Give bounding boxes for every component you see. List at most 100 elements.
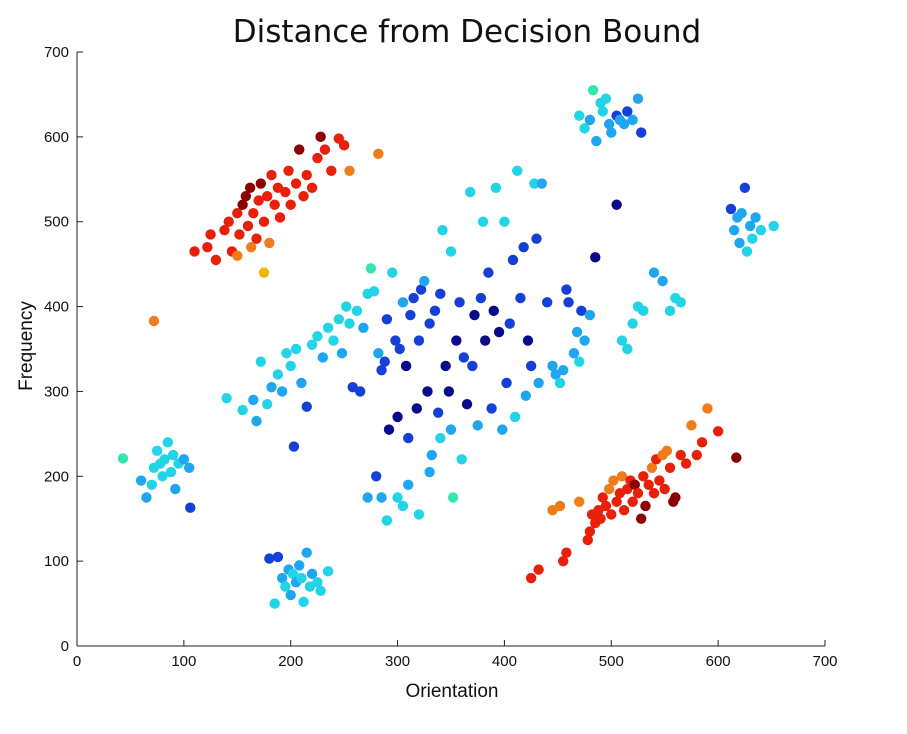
data-point	[648, 488, 660, 499]
y-axis-label: Frequency	[16, 301, 37, 391]
data-point	[501, 377, 512, 389]
data-point	[745, 220, 756, 232]
data-point	[244, 182, 256, 193]
y-tick-label: 600	[44, 129, 69, 146]
x-tick-label: 0	[73, 653, 81, 670]
data-point	[547, 360, 558, 372]
data-point	[281, 348, 292, 359]
data-point	[285, 589, 296, 601]
data-point	[165, 466, 177, 478]
data-point	[541, 297, 553, 308]
data-point	[600, 500, 612, 512]
data-point	[287, 568, 299, 580]
data-point	[469, 309, 480, 321]
y-tick-label: 200	[44, 468, 69, 485]
data-point	[290, 343, 302, 355]
data-point	[702, 403, 713, 414]
data-point	[520, 390, 531, 401]
data-point	[141, 492, 152, 503]
data-point	[483, 267, 494, 278]
data-point	[285, 360, 296, 372]
data-point	[616, 335, 628, 346]
data-point	[379, 356, 390, 367]
data-point	[648, 267, 660, 278]
data-point	[274, 212, 286, 223]
data-point	[440, 360, 451, 372]
data-point	[262, 398, 273, 410]
data-point	[477, 216, 489, 227]
data-point	[167, 449, 179, 461]
data-point	[627, 496, 638, 507]
data-point	[159, 454, 170, 465]
data-point	[397, 500, 409, 512]
data-point	[664, 305, 676, 317]
data-point	[403, 479, 414, 490]
data-point	[272, 369, 284, 380]
data-point	[600, 93, 612, 104]
data-point	[210, 254, 222, 266]
axes: 0 100 200 300 400 500 600 700 0 100 200 300 400 500 60…	[44, 44, 838, 670]
data-point	[151, 445, 163, 457]
data-point	[306, 568, 318, 580]
data-point	[280, 186, 291, 198]
data-point	[189, 246, 200, 257]
data-point	[734, 237, 745, 249]
data-point	[424, 318, 435, 329]
data-point	[632, 488, 644, 499]
data-point	[312, 577, 323, 588]
data-point	[472, 420, 483, 431]
x-tick-label: 300	[385, 653, 410, 670]
data-point	[148, 315, 160, 327]
data-point	[755, 225, 767, 236]
data-point	[290, 178, 302, 189]
data-point	[661, 445, 673, 457]
data-point	[445, 424, 457, 435]
data-point	[736, 208, 747, 219]
data-point	[283, 165, 294, 176]
data-point	[640, 500, 651, 512]
data-point	[255, 356, 266, 367]
data-point	[518, 241, 529, 253]
data-point	[429, 305, 441, 317]
data-point	[582, 534, 593, 546]
data-point	[326, 165, 337, 176]
data-point	[603, 483, 615, 495]
data-point	[368, 286, 380, 297]
data-point	[251, 233, 262, 244]
data-point	[258, 216, 270, 227]
data-point	[322, 322, 334, 333]
data-point	[426, 449, 437, 461]
data-point	[597, 492, 608, 503]
data-point	[280, 581, 291, 592]
data-point	[317, 352, 328, 363]
data-point	[312, 331, 323, 342]
data-point	[507, 254, 519, 266]
data-point	[606, 127, 617, 138]
y-tick-label: 300	[44, 383, 69, 400]
data-point	[504, 318, 515, 329]
data-point	[202, 241, 213, 253]
data-point	[561, 284, 572, 295]
data-point	[467, 360, 478, 372]
data-point	[362, 492, 373, 503]
data-point	[237, 199, 248, 210]
x-tick-label: 400	[492, 653, 517, 670]
data-point	[162, 437, 174, 448]
data-point	[696, 437, 708, 448]
data-point	[306, 182, 318, 193]
data-point	[486, 403, 497, 414]
data-point	[587, 84, 599, 96]
data-point	[465, 186, 476, 198]
data-point	[266, 381, 277, 393]
data-point	[584, 309, 596, 321]
data-point	[741, 246, 753, 257]
data-point	[558, 555, 569, 567]
data-point	[344, 318, 355, 329]
data-point	[170, 483, 181, 495]
data-point	[597, 106, 608, 117]
data-point	[525, 572, 537, 584]
data-point	[554, 500, 566, 512]
data-point	[574, 356, 585, 367]
data-point	[381, 314, 393, 325]
